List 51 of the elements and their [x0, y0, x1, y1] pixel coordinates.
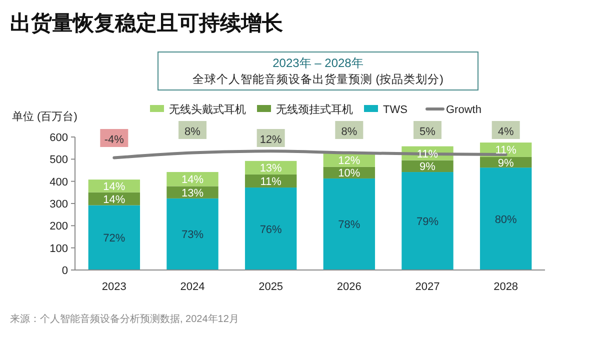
y-tick-label: 300: [50, 198, 68, 210]
x-tick-label: 2025: [258, 281, 284, 293]
y-tick-label: 400: [50, 176, 68, 188]
y-axis-title: 单位 (百万台): [12, 110, 78, 123]
annotation: 14%: [103, 194, 126, 206]
annotation: 11%: [260, 176, 282, 188]
data-label: 5%: [420, 126, 436, 138]
annotation: 13%: [181, 187, 204, 200]
source-note: 来源：个人智能音频设备分析预测数据, 2024年12月: [10, 313, 239, 325]
text: 全球个人智能音频设备出货量预测 (按品类划分): [192, 72, 444, 86]
annotation: 78%: [338, 219, 360, 232]
annotation: 79%: [416, 216, 439, 228]
x-tick-label: 2028: [494, 281, 518, 293]
y-tick-label: 500: [50, 154, 68, 166]
legend-label: 无线头戴式耳机: [169, 103, 246, 116]
annotation: 12%: [338, 154, 360, 167]
annotation: 76%: [260, 224, 282, 236]
chart-title: 出货量恢复稳定且可持续增长: [10, 11, 284, 35]
bar: [244, 188, 297, 270]
legend-label: 无线颈挂式耳机: [276, 103, 353, 116]
chart-subtitle: 2023年 – 2028年: [272, 56, 364, 70]
annotation: 73%: [181, 229, 204, 242]
bar: [402, 172, 454, 270]
data-label: 4%: [498, 126, 514, 138]
data-label: 12%: [260, 134, 282, 146]
x-tick-label: 2027: [415, 281, 440, 293]
y-tick-label: 600: [50, 132, 68, 144]
data-label: 8%: [341, 126, 358, 138]
annotation: 14%: [181, 174, 204, 186]
x-tick-label: 2026: [336, 281, 362, 293]
data-label: -4%: [104, 134, 124, 146]
x-tick-label: 2024: [180, 281, 205, 293]
annotation: 80%: [494, 214, 518, 226]
annotation: 11%: [495, 144, 517, 157]
legend-label: TWS: [383, 104, 408, 116]
annotation: 9%: [420, 161, 436, 174]
data-label: 8%: [184, 126, 201, 138]
annotation: 10%: [338, 168, 360, 180]
legend-label: Growth: [446, 104, 482, 116]
y-tick-label: 200: [50, 220, 68, 233]
y-tick-label: 0: [62, 265, 68, 277]
y-tick-label: 100: [50, 242, 68, 255]
annotation: 14%: [103, 180, 126, 193]
bar: [88, 205, 140, 270]
bar: [166, 198, 218, 270]
bar: [323, 178, 376, 270]
annotation: 72%: [103, 232, 126, 245]
bar: [480, 168, 532, 270]
annotation: 9%: [498, 157, 514, 170]
annotation: 13%: [260, 162, 282, 175]
x-tick-label: 2023: [102, 281, 126, 293]
